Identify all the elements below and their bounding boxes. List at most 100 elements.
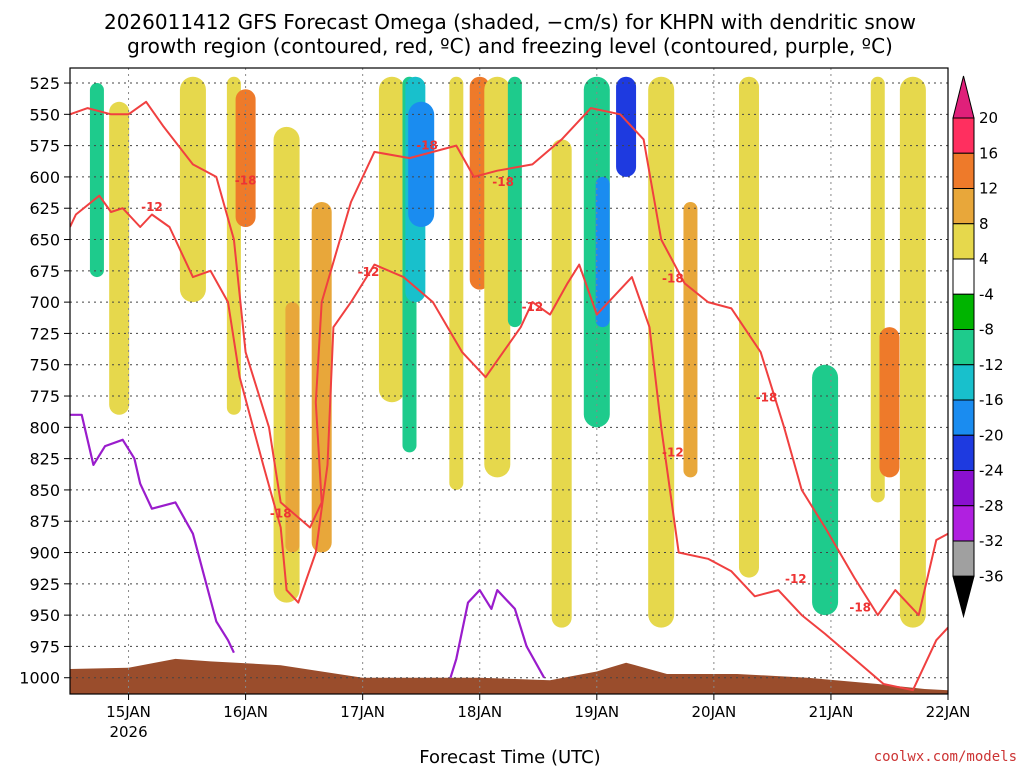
colorbar-segment (952, 188, 975, 225)
contour-label: -12 (141, 200, 163, 214)
colorbar-label: 4 (979, 250, 989, 268)
contour-label: -18 (270, 507, 292, 521)
colorbar-segment (952, 152, 975, 189)
colorbar-label: -20 (979, 426, 1004, 444)
contour-label: -18 (756, 390, 778, 404)
x-tick-label: 16JAN (223, 703, 268, 721)
contour-lines (70, 100, 948, 692)
omega-shade-region (648, 76, 675, 628)
credit-text: coolwx.com/models (874, 749, 1017, 765)
colorbar-segment (952, 399, 975, 436)
x-tick-label: 18JAN (457, 703, 502, 721)
omega-shade-region (899, 76, 926, 628)
omega-shade-region (408, 101, 435, 228)
x-tick-label: 19JAN (574, 703, 619, 721)
contour-label: -18 (662, 271, 684, 285)
y-tick-label: 775 (29, 387, 60, 406)
x-tick-label: 17JAN (340, 703, 385, 721)
omega-shade-region (683, 201, 698, 478)
grid-lines (70, 68, 948, 694)
chart-title-line-2: growth region (contoured, red, ºC) and f… (127, 34, 893, 58)
colorbar-segment (952, 364, 975, 401)
y-tick-label: 650 (29, 231, 60, 250)
colorbar-label: -24 (979, 462, 1004, 480)
y-tick-label: 800 (29, 418, 60, 437)
contour-label: -12 (522, 300, 544, 314)
y-tick-label: 600 (29, 168, 60, 187)
terrain-fill (70, 658, 948, 694)
freezing-level-contour (70, 413, 235, 654)
x-axis-label: Forecast Time (UTC) (419, 747, 600, 768)
colorbar-label: -32 (979, 532, 1004, 550)
y-tick-label: 700 (29, 293, 60, 312)
colorbar-segment (952, 434, 975, 471)
y-axis: 525 550 575 600 625 650 675 700 725 750 775 800 825 8… (19, 74, 70, 688)
omega-shade-region (616, 76, 637, 177)
y-tick-label: 550 (29, 105, 60, 124)
colorbar-label: -8 (979, 321, 994, 339)
omega-shade-region (109, 101, 130, 415)
y-tick-label: 1000 (19, 669, 60, 688)
contour-minus-18 (70, 100, 948, 617)
omega-shade-region (449, 76, 464, 490)
x-tick-label: 22JAN (926, 703, 971, 721)
colorbar-segment (952, 505, 975, 542)
omega-shade-region (812, 364, 839, 616)
x-tick-label: 20JAN (691, 703, 736, 721)
colorbar-label: 20 (979, 109, 998, 127)
omega-shading (89, 76, 926, 628)
y-tick-label: 875 (29, 512, 60, 531)
contour-label: -18 (416, 139, 438, 153)
colorbar-segment (952, 293, 975, 330)
omega-shade-region (89, 83, 104, 278)
contour-minus-12 (70, 194, 948, 692)
colorbar-label: 16 (979, 144, 998, 162)
y-tick-label: 525 (29, 74, 60, 93)
chart-title-line-1: 2026011412 GFS Forecast Omega (shaded, −… (104, 10, 916, 34)
omega-shade-region (378, 76, 405, 403)
omega-shade-region (551, 139, 572, 628)
colorbar-label: -36 (979, 567, 1004, 585)
colorbar-segment (952, 258, 975, 295)
y-tick-label: 575 (29, 137, 60, 156)
y-tick-label: 925 (29, 575, 60, 594)
contour-label: -18 (235, 174, 257, 188)
contour-label: -18 (492, 175, 514, 189)
y-tick-label: 975 (29, 637, 60, 656)
omega-shade-region (738, 76, 759, 578)
omega-shade-region (179, 76, 206, 303)
colorbar-bottom-arrow (952, 575, 975, 619)
colorbar-segment (952, 117, 975, 154)
omega-shade-region (484, 76, 511, 478)
terrain-surface (70, 658, 948, 694)
x-tick-label: 15JAN (106, 703, 151, 721)
y-tick-label: 750 (29, 356, 60, 375)
x-axis: 15JAN 2026 16JAN 17JAN 18JAN 19JAN 20JAN 21JAN 2… (106, 694, 970, 741)
freezing-level-contour (449, 589, 546, 679)
x-tick-year: 2026 (109, 723, 147, 741)
contour-label: -18 (849, 601, 871, 615)
colorbar-label: -28 (979, 497, 1004, 515)
omega-shade-region (595, 176, 610, 328)
y-tick-label: 850 (29, 481, 60, 500)
colorbar-label: 8 (979, 215, 989, 233)
y-tick-label: 725 (29, 324, 60, 343)
colorbar-segment (952, 223, 975, 260)
y-tick-label: 675 (29, 262, 60, 281)
y-tick-label: 950 (29, 606, 60, 625)
y-tick-label: 900 (29, 544, 60, 563)
colorbar-segment (952, 329, 975, 366)
omega-shade-region (507, 76, 522, 328)
colorbar: 20 16 12 8 4 -4 -8 -12 -16 -20 -24 -28 -32 -36 (952, 75, 1004, 619)
colorbar-label: -4 (979, 285, 994, 303)
contour-labels: -18 -12 -12 -18 -18 -12 -18 -18 -18 -12 -12 -18 (141, 139, 871, 615)
colorbar-label: -16 (979, 391, 1004, 409)
colorbar-label: -12 (979, 356, 1004, 374)
colorbar-label: 12 (979, 180, 998, 198)
colorbar-segment (952, 540, 975, 577)
y-tick-label: 825 (29, 450, 60, 469)
plot-frame (69, 67, 949, 695)
colorbar-top-arrow (952, 75, 975, 119)
contour-label: -12 (785, 572, 807, 586)
